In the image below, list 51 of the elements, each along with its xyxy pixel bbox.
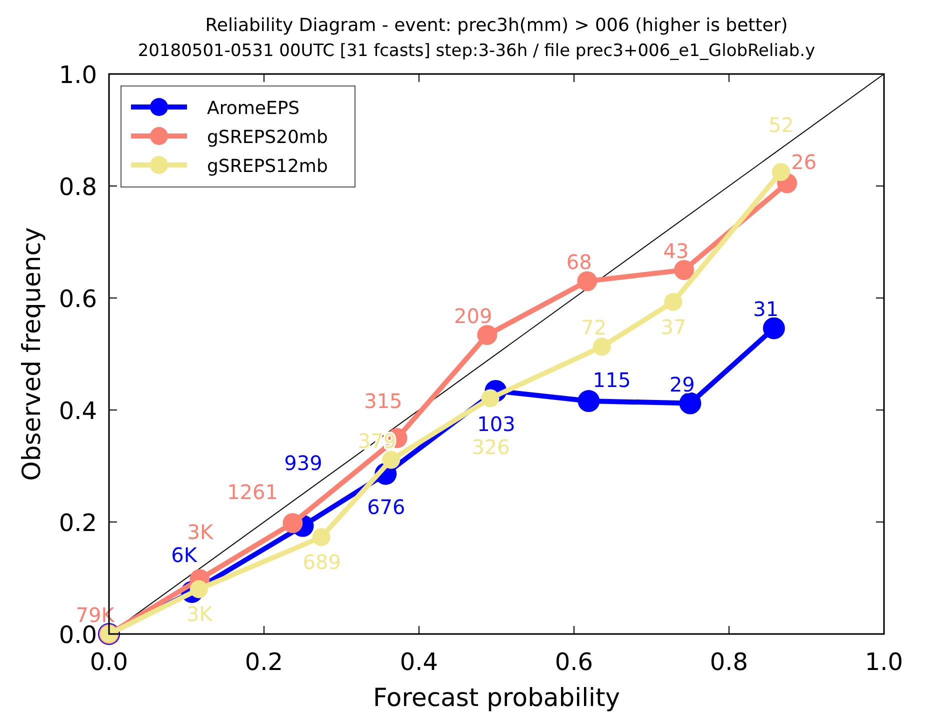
point	[577, 271, 598, 292]
annotation: 37	[660, 314, 686, 339]
annotation: 52	[768, 113, 794, 137]
annotation: 72	[581, 316, 607, 340]
x-tick-label: 0.8	[710, 648, 748, 676]
x-axis-title: Forecast probability	[372, 683, 620, 712]
point	[477, 324, 498, 345]
annotation: 209	[454, 304, 492, 328]
legend-label: AromeEPS	[207, 98, 300, 119]
point	[312, 528, 330, 546]
x-tick-label: 0.4	[400, 648, 438, 676]
point	[772, 163, 790, 181]
annotation: 315	[364, 389, 402, 413]
y-tick-label: 0.2	[58, 509, 97, 537]
annotation: 26	[791, 150, 817, 174]
y-tick-label: 0.8	[58, 173, 97, 201]
annotation: 1261	[227, 480, 278, 504]
annotation: 31	[753, 297, 779, 322]
y-tick-label: 0.4	[58, 397, 97, 425]
annotation: 6K	[171, 543, 198, 567]
y-axis-title: Observed frequency	[17, 226, 46, 481]
chart-title: Reliability Diagram - event: prec3h(mm) > 006 (higher is better)	[205, 15, 788, 36]
annotation: 3K	[186, 602, 214, 626]
x-tick-label: 1.0	[864, 648, 904, 676]
annotation: 68	[566, 250, 592, 274]
legend-label: gSREPS20mb	[207, 127, 328, 148]
annotation: 115	[592, 368, 631, 392]
x-tick-label: 0.0	[90, 648, 128, 676]
y-tick-label: 1.0	[58, 61, 97, 89]
annotation: 689	[302, 550, 341, 574]
point	[578, 390, 600, 412]
point	[382, 450, 400, 469]
point	[762, 317, 785, 340]
x-tick-label: 0.6	[554, 648, 594, 676]
annotation: 676	[367, 494, 406, 519]
chart-subtitle: 20180501-0531 00UTC [31 fcasts] step:3-36h / file prec3+006_e1_GlobReliab.y	[138, 41, 816, 61]
point	[664, 292, 682, 311]
x-tick-label: 0.2	[244, 648, 284, 676]
annotation: 103	[477, 412, 516, 436]
annotation: 43	[663, 239, 689, 263]
point	[282, 513, 303, 534]
y-tick-label: 0.0	[58, 621, 97, 649]
point	[674, 260, 694, 280]
annotation: 3K	[187, 520, 214, 544]
annotation: 326	[472, 435, 510, 460]
point	[679, 392, 702, 414]
point	[592, 338, 611, 356]
legend-label: gSREPS12mb	[207, 156, 328, 177]
annotation: 29	[669, 372, 695, 396]
y-tick-label: 0.6	[58, 285, 97, 313]
annotation: 939	[284, 450, 322, 475]
